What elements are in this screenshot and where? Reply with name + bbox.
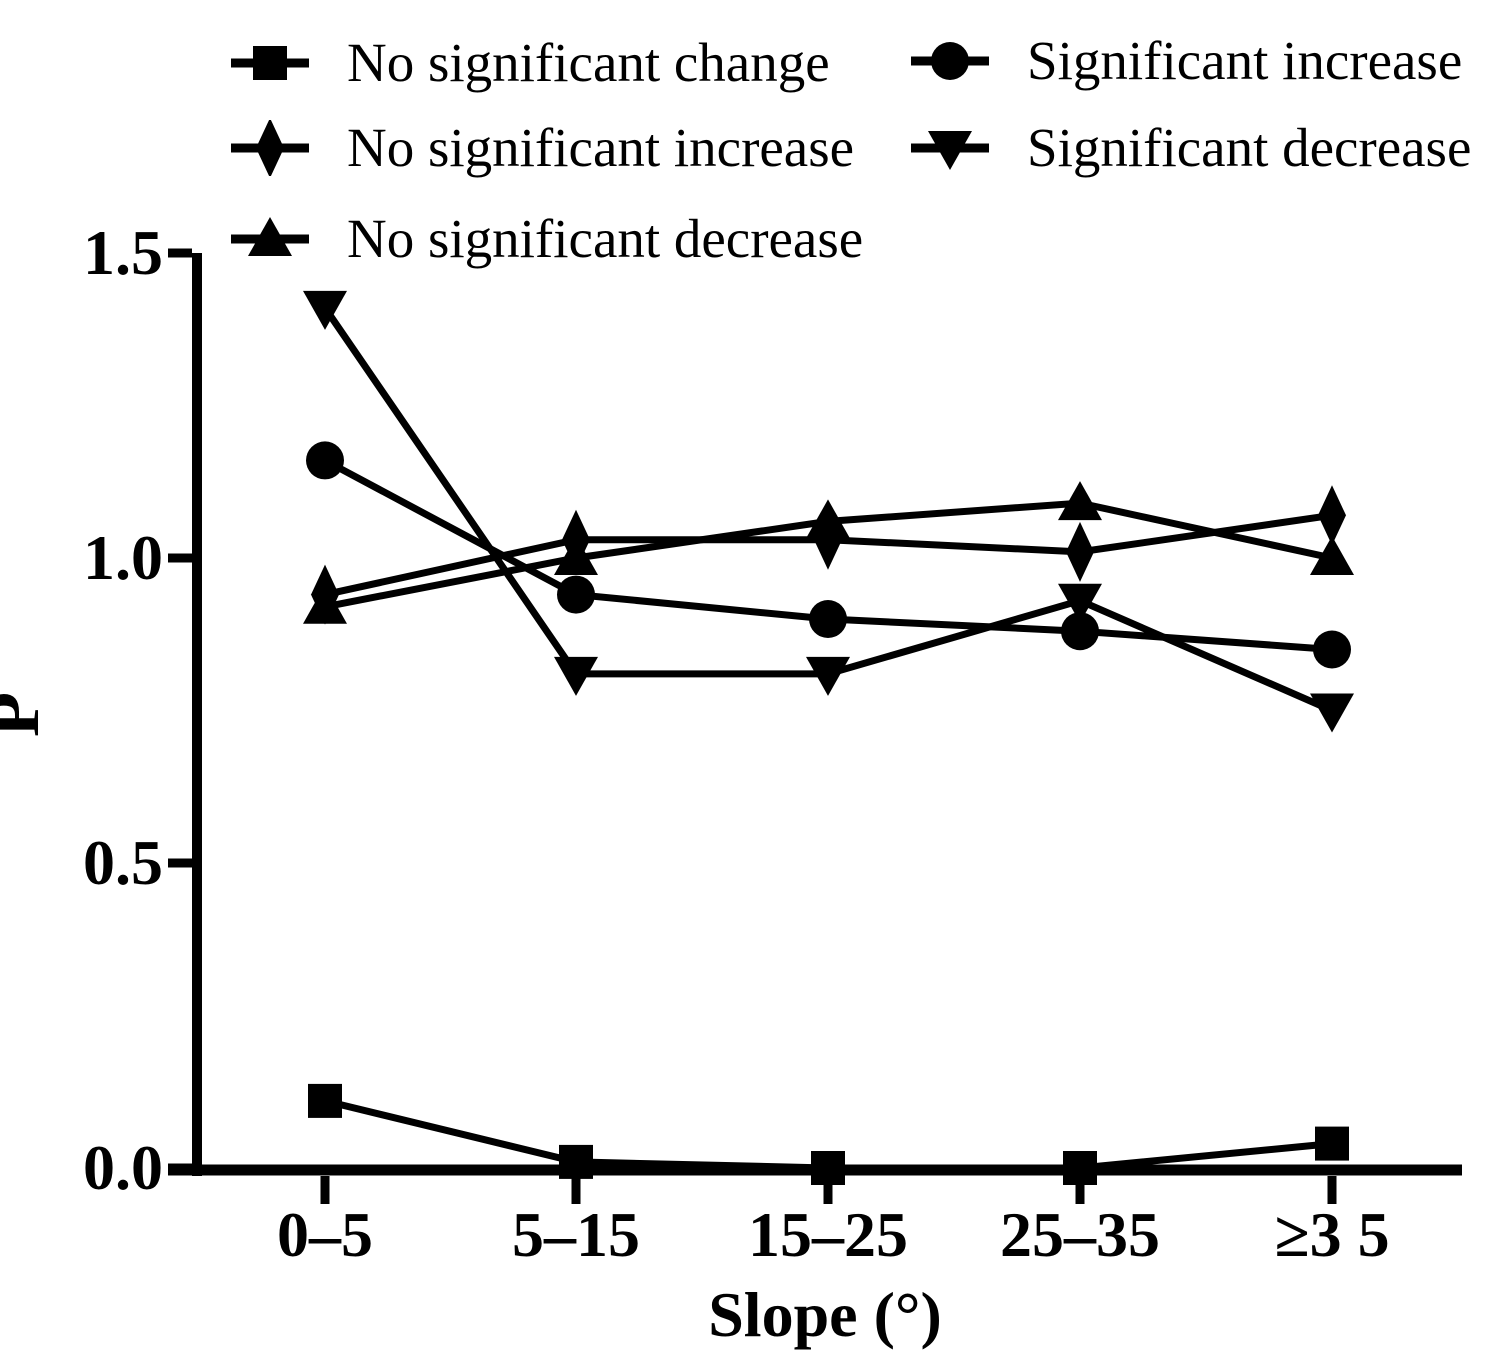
x-tick-label: 25–35	[1000, 1199, 1160, 1270]
legend-marker-triangle-down-icon	[911, 131, 989, 171]
y-axis-title: P	[0, 692, 57, 737]
marker-square-icon	[1315, 1126, 1349, 1161]
y-tick-label: 0.5	[83, 827, 163, 898]
marker-diamond-icon	[814, 509, 842, 570]
legend-label: Significant decrease	[1027, 117, 1472, 178]
legend-item-significant-increase: Significant increase	[911, 30, 1463, 92]
legend-label: No significant increase	[347, 117, 855, 178]
marker-triangle-down-icon	[554, 656, 598, 696]
marker-square-icon	[559, 1144, 593, 1179]
x-axis-title: Slope (°)	[708, 1279, 942, 1350]
marker-triangle-down-icon	[1058, 583, 1102, 623]
marker-square-icon	[811, 1151, 845, 1185]
marker-diamond-icon	[311, 564, 339, 625]
marker-triangle-up-icon	[248, 217, 292, 257]
x-tick-label: 15–25	[748, 1199, 908, 1270]
legend-label: Significant increase	[1027, 30, 1463, 91]
marker-square-icon	[308, 1083, 342, 1118]
marker-circle-icon	[1313, 630, 1351, 669]
marker-triangle-up-icon	[1310, 536, 1354, 575]
marker-circle-icon	[809, 600, 847, 638]
x-tick-label: 5–15	[512, 1199, 640, 1270]
marker-circle-icon	[557, 575, 595, 614]
marker-diamond-icon	[1318, 485, 1346, 546]
legend-marker-circle-icon	[911, 42, 989, 81]
legend-marker-triangle-up-icon	[231, 217, 309, 257]
marker-diamond-icon	[562, 509, 590, 570]
marker-square-icon	[1063, 1151, 1097, 1185]
legend-marker-diamond-icon	[231, 120, 309, 177]
marker-diamond-icon	[256, 120, 284, 177]
marker-triangle-down-icon	[1310, 693, 1354, 733]
x-tick-label: ≥3 5	[1274, 1199, 1390, 1270]
x-tick-label: 0–5	[277, 1199, 373, 1270]
y-tick-label: 0.0	[83, 1132, 163, 1203]
y-tick-label: 1.5	[83, 217, 163, 288]
legend-item-no-significant-change: No significant change	[231, 32, 830, 94]
legend-item-no-significant-decrease: No significant decrease	[231, 208, 864, 270]
legend-item-no-significant-increase: No significant increase	[231, 117, 855, 179]
marker-triangle-down-icon	[303, 290, 347, 330]
marker-circle-icon	[306, 441, 344, 480]
legend-label: No significant decrease	[347, 208, 864, 269]
marker-square-icon	[253, 46, 287, 81]
marker-circle-icon	[931, 42, 969, 81]
marker-triangle-up-icon	[1058, 481, 1102, 521]
legend-item-significant-decrease: Significant decrease	[911, 117, 1472, 179]
legend-marker-square-icon	[231, 46, 309, 81]
marker-diamond-icon	[1066, 521, 1094, 582]
marker-circle-icon	[1061, 612, 1099, 651]
legend-label: No significant change	[347, 32, 830, 93]
marker-triangle-down-icon	[928, 131, 972, 171]
y-tick-label: 1.0	[83, 522, 163, 593]
marker-triangle-down-icon	[806, 656, 850, 696]
